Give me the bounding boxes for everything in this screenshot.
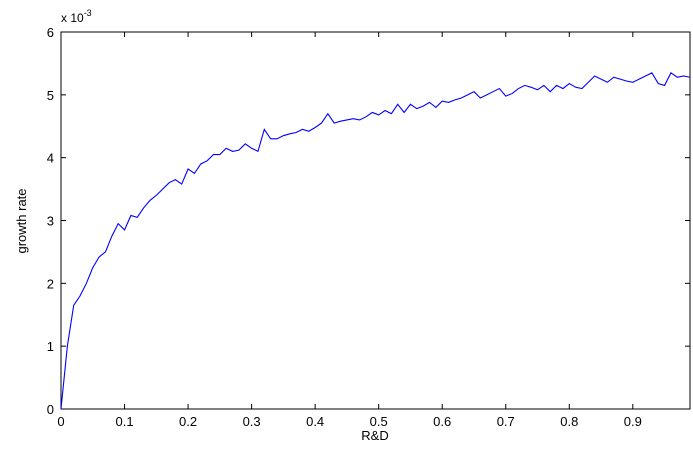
y-tick-label: 5 — [47, 88, 54, 103]
y-tick-label: 3 — [47, 214, 54, 229]
x-tick-label: 0.3 — [243, 414, 261, 429]
y-exponent-power: -3 — [84, 8, 92, 18]
y-axis-label: growth rate — [14, 188, 29, 253]
y-tick-label: 4 — [47, 151, 54, 166]
y-axis-ticks: 0 1 2 3 4 5 6 — [47, 25, 690, 417]
y-tick-label: 0 — [47, 402, 54, 417]
y-tick-label: 2 — [47, 276, 54, 291]
growth-rate-line — [60, 72, 691, 410]
x-tick-label: 0.1 — [115, 414, 133, 429]
x-tick-label: 0.4 — [306, 414, 324, 429]
y-exponent-label: x 10-3 — [61, 8, 92, 25]
x-tick-label: 0.8 — [560, 414, 578, 429]
x-tick-label: 0.7 — [497, 414, 515, 429]
x-axis-label: R&D — [361, 428, 388, 443]
x-tick-label: 0.6 — [433, 414, 451, 429]
x-tick-label: 0 — [57, 414, 64, 429]
plot-area — [60, 31, 691, 410]
y-tick-label: 6 — [47, 25, 54, 40]
x-tick-label: 0.2 — [179, 414, 197, 429]
y-tick-label: 1 — [47, 339, 54, 354]
x-axis-ticks: 0 0.1 0.2 0.3 0.4 0.5 0.6 0.7 0.8 0.9 — [57, 32, 642, 429]
x-tick-label: 0.9 — [624, 414, 642, 429]
y-exponent-prefix: x 10 — [61, 11, 84, 25]
x-tick-label: 0.5 — [370, 414, 388, 429]
